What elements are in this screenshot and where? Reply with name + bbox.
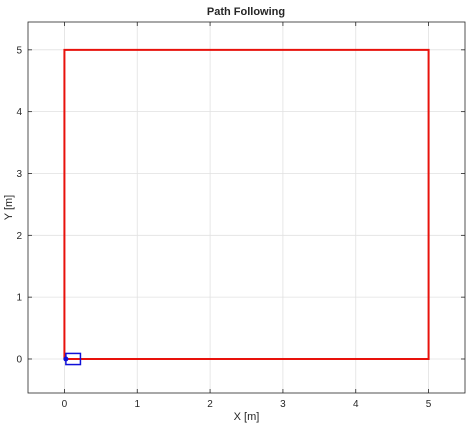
- y-tick-label: 4: [16, 107, 22, 118]
- x-tick-label: 1: [134, 399, 140, 410]
- y-tick-label: 2: [16, 231, 22, 242]
- tick-labels: 0 1 2 3 4 5 0 1 2 3 4 5: [16, 22, 465, 410]
- grid-lines: [28, 22, 465, 393]
- x-tick-label: 3: [280, 399, 286, 410]
- y-tick-label: 3: [16, 169, 22, 180]
- plot-series: [63, 48, 430, 360]
- path-series-line: [63, 48, 430, 360]
- x-tick-label: 4: [353, 399, 359, 410]
- axes-box: [27, 21, 466, 394]
- x-tick-label: 5: [426, 399, 432, 410]
- chart-title: Path Following: [207, 6, 285, 18]
- y-tick-label: 0: [16, 354, 22, 365]
- x-axis-label: X [m]: [234, 411, 260, 423]
- y-tick-label: 5: [16, 45, 22, 56]
- vehicle-marker: [63, 356, 69, 362]
- y-axis-label: Y [m]: [3, 195, 15, 220]
- x-tick-label: 2: [207, 399, 213, 410]
- x-tick-label: 0: [62, 399, 68, 410]
- vehicle-layer: [63, 352, 82, 366]
- y-tick-label: 1: [16, 293, 22, 304]
